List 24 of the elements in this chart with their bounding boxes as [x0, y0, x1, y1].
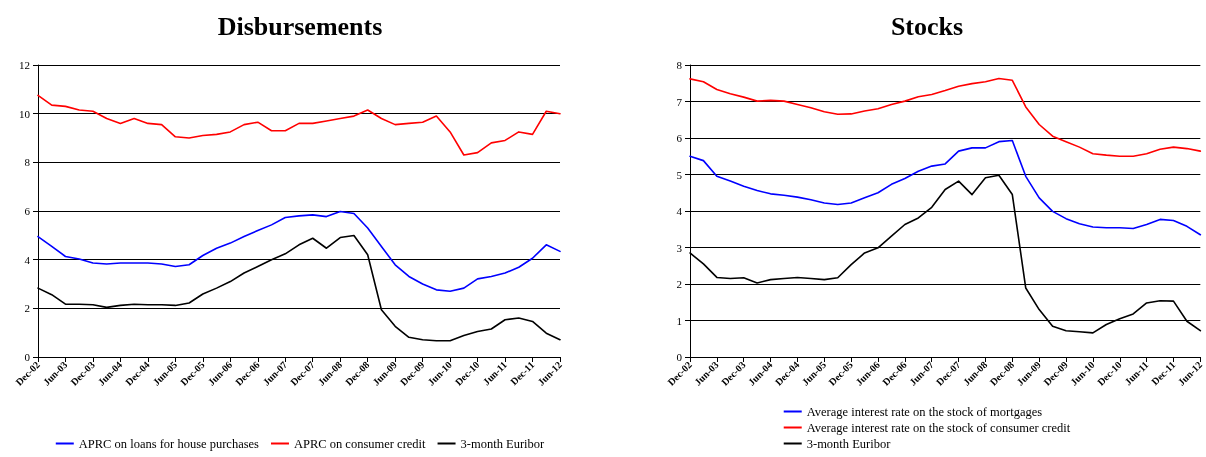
legend-label: Average interest rate on the stock of mortgages: [806, 404, 1043, 419]
legend-label: 3-month Euribor: [806, 436, 892, 451]
y-tick-label: 0: [24, 351, 31, 363]
legend-label: 3-month Euribor: [460, 436, 546, 451]
y-tick-label: 7: [676, 95, 683, 108]
y-tick-label: 8: [676, 59, 683, 71]
y-tick-label: 4: [676, 205, 683, 217]
y-tick-label: 10: [19, 107, 31, 120]
y-tick-label: 3: [676, 241, 683, 254]
y-tick-label: 6: [676, 132, 683, 144]
legend-label: APRC on loans for house purchases: [78, 436, 260, 451]
y-tick-label: 2: [24, 302, 30, 315]
legend-label: Average interest rate on the stock of consumer credit: [806, 420, 1071, 435]
y-tick-label: 4: [24, 253, 31, 266]
y-tick-label: 12: [19, 59, 30, 71]
y-tick-label: 0: [676, 351, 683, 363]
y-tick-label: 1: [676, 314, 682, 327]
chart-title: Stocks: [890, 11, 964, 41]
y-tick-label: 2: [676, 278, 682, 290]
legend-label: APRC on consumer credit: [293, 436, 427, 451]
chart-title: Disbursements: [217, 11, 383, 41]
y-tick-label: 6: [24, 205, 31, 217]
y-tick-label: 8: [24, 156, 31, 169]
y-tick-label: 5: [676, 168, 683, 181]
